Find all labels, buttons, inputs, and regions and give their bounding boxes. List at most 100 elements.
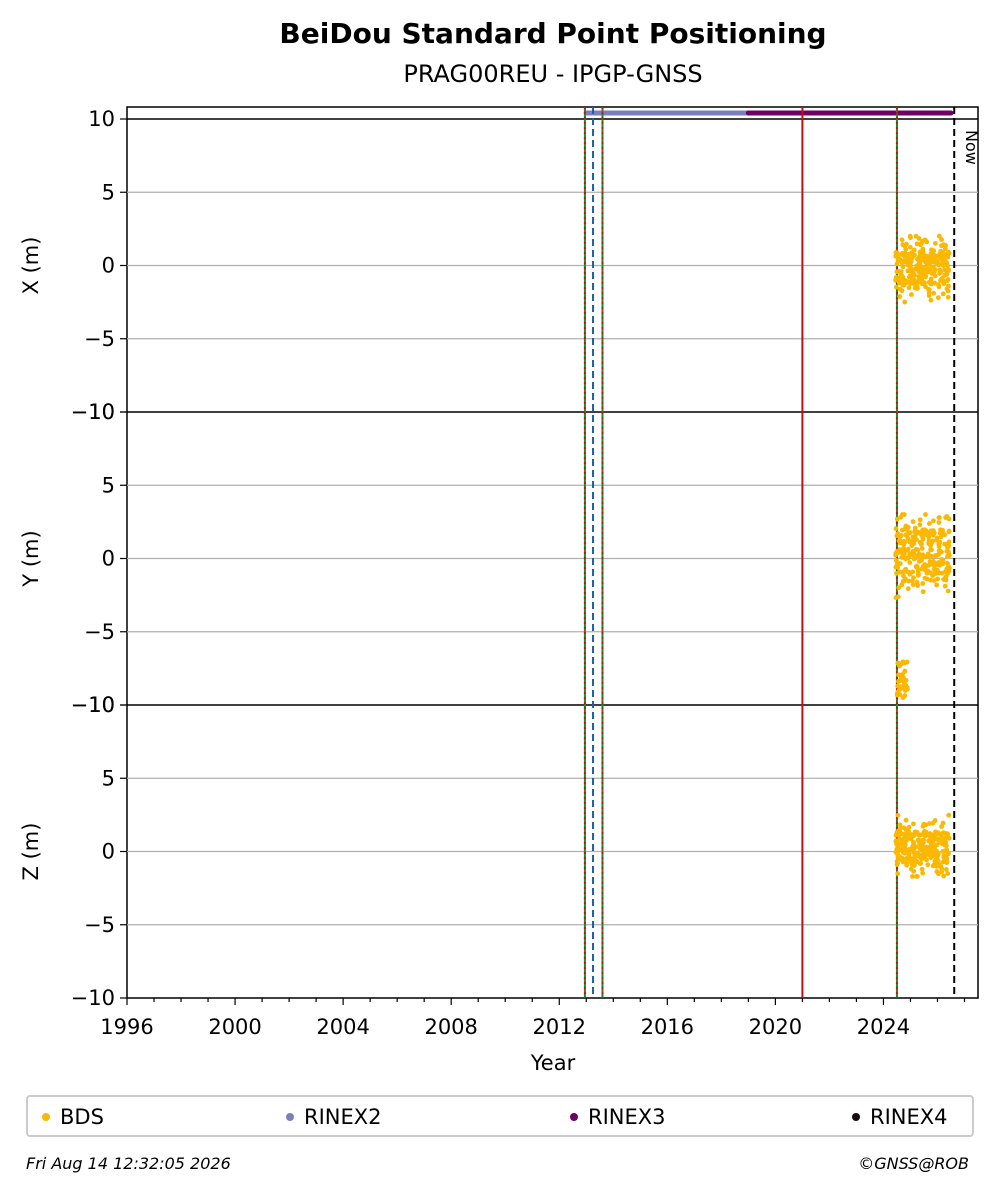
bds-point-y (929, 547, 934, 553)
footer-timestamp: Fri Aug 14 12:32:05 2026 (26, 1154, 231, 1173)
bds-point-y (942, 583, 948, 589)
bds-point-y (935, 576, 940, 582)
bds-point-x (915, 265, 921, 271)
bds-point-y (907, 530, 913, 536)
bds-point-x (931, 290, 937, 296)
bds-point-y (931, 518, 936, 524)
bds-point-y (919, 546, 925, 551)
bds-point-z (895, 851, 901, 857)
bds-point-y (928, 577, 934, 583)
bds-point-x (901, 278, 907, 284)
bds-point-x (916, 236, 922, 241)
bds-point-z (939, 831, 945, 836)
bds-point-outlier (904, 685, 910, 690)
bds-point-x (902, 299, 908, 305)
bds-point-z (943, 843, 949, 848)
bds-point-y (940, 558, 946, 564)
bds-point-x (939, 243, 944, 249)
bds-point-y (943, 574, 949, 580)
bds-point-x (936, 233, 942, 239)
bds-point-z (910, 843, 916, 849)
bds-point-x (922, 258, 927, 263)
bds-point-z (932, 845, 937, 850)
bds-point-z (920, 823, 926, 829)
bds-point-y (907, 552, 913, 557)
bds-point-x (900, 252, 906, 258)
y-tick-label: 0 (102, 547, 115, 571)
bds-point-x (907, 268, 913, 274)
bds-point-x (928, 297, 934, 303)
bds-point-z (895, 812, 901, 818)
bds-point-outlier (894, 692, 900, 698)
bds-point-y (915, 583, 921, 588)
bds-point-x (894, 269, 900, 275)
bds-point-y (915, 567, 921, 573)
bds-point-y (946, 551, 952, 557)
y-tick-label: −10 (71, 400, 115, 424)
bds-point-y (921, 563, 926, 569)
bds-point-z (928, 845, 934, 850)
bds-point-z (914, 874, 919, 879)
bds-point-x (899, 288, 905, 294)
bds-point-x (946, 267, 952, 273)
bds-point-y (901, 539, 907, 544)
bds-point-z (915, 831, 921, 837)
bds-point-y (912, 525, 918, 531)
bds-point-x (939, 237, 944, 243)
bds-point-outlier (901, 660, 907, 666)
bds-point-x (945, 277, 951, 282)
bds-point-y (896, 585, 902, 591)
bds-point-y (897, 539, 903, 545)
bds-point-y (936, 515, 942, 521)
bds-point-z (908, 866, 914, 872)
bds-point-outlier (902, 668, 908, 674)
bds-point-x (906, 285, 912, 291)
bds-point-x (894, 276, 900, 282)
bds-point-x (940, 291, 946, 297)
bds-point-z (906, 824, 912, 830)
bds-point-y (910, 582, 916, 588)
bds-point-z (900, 850, 906, 855)
bds-point-x (942, 267, 947, 273)
bds-point-z (918, 845, 924, 850)
bds-point-z (918, 861, 923, 866)
bds-point-x (897, 279, 902, 285)
bds-point-z (937, 862, 943, 868)
bds-point-z (908, 832, 914, 838)
bds-point-x (935, 295, 941, 301)
bds-point-z (894, 831, 900, 837)
bds-point-outlier (898, 674, 904, 679)
bds-point-z (939, 869, 945, 875)
bds-point-x (937, 267, 943, 273)
y-tick-label: −5 (84, 327, 115, 351)
bds-point-z (939, 841, 945, 847)
bds-point-y (925, 551, 931, 557)
bds-point-y (916, 551, 922, 557)
bds-point-x (901, 282, 907, 288)
bds-point-x (935, 282, 941, 288)
bds-point-x (919, 276, 925, 282)
y-tick-label: 5 (102, 766, 115, 790)
y-tick-label: −10 (71, 693, 115, 717)
legend-label-rinex2: RINEX2 (304, 1105, 382, 1129)
bds-point-z (943, 867, 949, 872)
bds-point-z (934, 860, 939, 866)
bds-point-x (919, 249, 924, 255)
bds-point-z (922, 845, 928, 850)
bds-point-z (899, 855, 905, 861)
bds-point-y (934, 582, 940, 588)
bds-point-y (901, 512, 907, 517)
y-tick-label: −10 (71, 986, 115, 1010)
bds-point-y (920, 589, 926, 595)
x-tick-label: 2008 (424, 1015, 477, 1039)
bds-point-x (922, 280, 928, 286)
bds-point-x (900, 274, 906, 280)
bds-point-y (923, 567, 928, 573)
bds-point-x (945, 294, 951, 300)
bds-point-x (924, 239, 930, 245)
bds-point-y (898, 533, 904, 538)
bds-point-y (932, 553, 938, 559)
bds-point-y (894, 516, 900, 522)
legend-label-bds: BDS (60, 1105, 104, 1129)
bds-point-x (931, 248, 937, 254)
